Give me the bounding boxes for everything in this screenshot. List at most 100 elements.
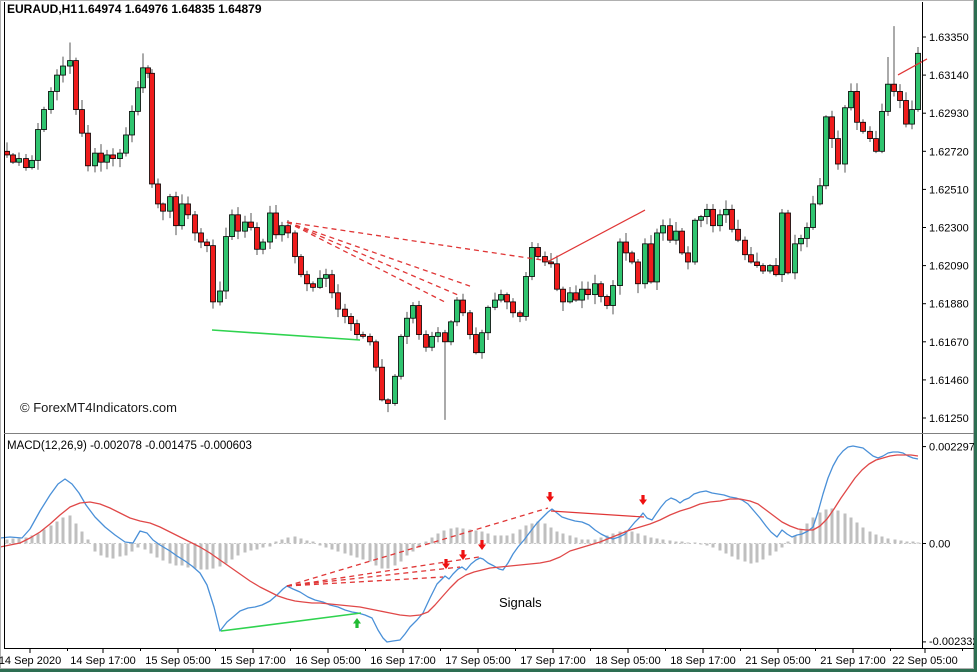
main-price-panel[interactable] — [4, 2, 922, 433]
red-dashed-divergence-line — [286, 221, 459, 296]
macd-value-tick-label: 0.002297 — [929, 442, 974, 454]
bullish-candle — [135, 87, 141, 112]
bearish-candle — [760, 265, 766, 272]
bearish-candle — [867, 130, 873, 139]
bullish-candle — [723, 208, 729, 216]
bullish-candle — [479, 332, 485, 354]
bearish-candle — [155, 183, 161, 205]
bullish-candle — [104, 154, 110, 163]
bearish-candle — [4, 150, 10, 156]
bullish-candle — [279, 225, 285, 236]
bearish-candle — [473, 334, 479, 354]
bullish-candle — [704, 208, 710, 218]
price-tick-label: 1.61670 — [929, 337, 969, 349]
bearish-candle — [785, 212, 791, 274]
price-tick-label: 1.63350 — [929, 32, 969, 44]
bearish-candle — [735, 228, 741, 241]
bullish-candle — [223, 236, 229, 292]
bearish-candle — [829, 116, 835, 139]
bullish-candle — [242, 221, 248, 232]
bullish-candle — [29, 159, 35, 169]
red-dashed-divergence-line — [286, 566, 461, 587]
time-tick-label: 17 Sep 17:00 — [520, 655, 585, 667]
bullish-candle — [317, 277, 323, 288]
bearish-candle — [854, 91, 860, 123]
main-chart-layer — [4, 26, 921, 420]
bullish-candle — [398, 335, 404, 377]
bullish-candle — [579, 288, 585, 301]
bullish-candle — [60, 65, 66, 76]
bullish-candle — [529, 247, 535, 277]
bearish-candle — [729, 208, 735, 230]
bullish-candle — [117, 152, 123, 159]
bearish-candle — [310, 283, 316, 288]
bullish-candle — [842, 107, 848, 165]
bearish-candle — [292, 232, 298, 257]
bearish-candle — [554, 263, 560, 290]
red-dashed-divergence-line — [286, 221, 550, 262]
bearish-candle — [10, 154, 16, 163]
time-tick-label: 15 Sep 17:00 — [220, 655, 285, 667]
red-dashed-divergence-line — [286, 221, 446, 303]
bullish-candle — [592, 283, 598, 296]
bearish-candle — [335, 292, 341, 310]
bearish-candle — [373, 341, 379, 368]
macd-value-tick-label: 0.00 — [929, 539, 950, 551]
bearish-candle — [198, 232, 204, 243]
bullish-candle — [48, 91, 54, 110]
sell-signal-arrow-icon — [442, 559, 450, 570]
bullish-candle — [567, 292, 573, 303]
price-tick-label: 1.62510 — [929, 184, 969, 196]
bearish-candle — [835, 138, 841, 165]
bearish-candle — [542, 256, 548, 263]
red-dashed-divergence-line — [286, 507, 549, 587]
green-divergence-line — [211, 329, 361, 341]
macd-indicator-label: MACD(12,26,9) -0.002078 -0.001475 -0.000… — [7, 440, 252, 452]
bearish-candle — [623, 241, 629, 254]
time-tick-label: 22 Sep 05:00 — [892, 655, 957, 667]
bearish-candle — [204, 241, 210, 247]
time-tick-label: 21 Sep 05:00 — [745, 655, 810, 667]
bearish-candle — [329, 274, 335, 294]
bullish-candle — [179, 203, 185, 227]
bearish-candle — [897, 91, 903, 101]
bearish-candle — [573, 292, 579, 301]
bearish-candle — [585, 288, 591, 296]
bullish-candle — [804, 227, 810, 239]
bearish-candle — [379, 366, 385, 401]
bearish-candle — [685, 252, 691, 263]
bullish-candle — [167, 196, 173, 212]
bullish-candle — [492, 299, 498, 308]
bullish-candle — [654, 232, 660, 283]
bullish-candle — [909, 109, 915, 125]
bullish-candle — [779, 212, 785, 276]
bearish-candle — [173, 196, 179, 227]
bearish-candle — [873, 138, 879, 152]
macd-layer — [0, 445, 922, 643]
bullish-candle — [879, 110, 885, 152]
bullish-candle — [454, 299, 460, 323]
macd-main-line — [0, 445, 919, 643]
bullish-candle — [16, 158, 22, 163]
red-dashed-divergence-line — [286, 576, 444, 587]
bullish-candle — [404, 317, 410, 337]
bullish-candle — [523, 276, 529, 317]
time-tick-label: 15 Sep 05:00 — [145, 655, 210, 667]
buy-signal-arrow-icon — [353, 617, 361, 628]
bullish-candle — [848, 91, 854, 109]
bearish-candle — [742, 239, 748, 256]
bearish-candle — [517, 312, 523, 317]
bearish-candle — [160, 203, 166, 212]
time-tick-label: 16 Sep 17:00 — [370, 655, 435, 667]
axis-labels-layer: 1.63350 1.63140 1.62930 1.62720 1.62510 1.623… — [0, 32, 974, 667]
bullish-candle — [229, 214, 235, 237]
bearish-candle — [98, 152, 104, 163]
main-divergence-overlays — [211, 58, 928, 341]
macd-value-tick-label: -0.002332 — [929, 636, 974, 648]
bearish-candle — [598, 283, 604, 297]
signals-annotation: Signals — [499, 595, 542, 610]
bearish-candle — [754, 261, 760, 267]
